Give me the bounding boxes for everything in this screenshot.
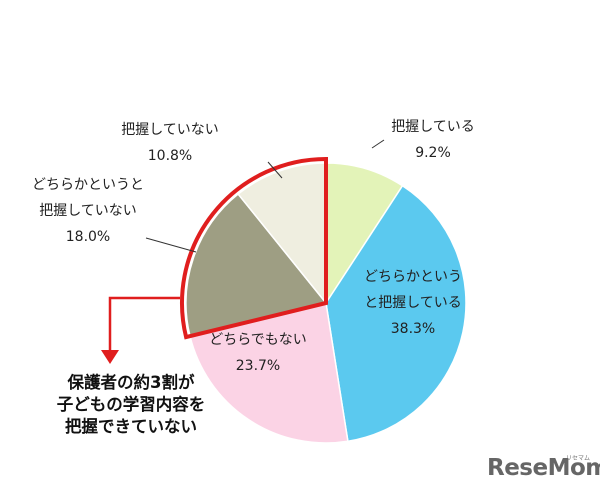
slice-label-4-line-1: どちらかというと xyxy=(32,177,144,193)
leader-line-5 xyxy=(267,161,283,179)
resemom-logo: ReseMom xyxy=(487,455,600,481)
pie-slice-3 xyxy=(189,302,349,444)
slice-value-2: 38.3% xyxy=(391,321,435,337)
slice-label-2-line-2: と把握している xyxy=(364,295,462,311)
slice-value-4: 18.0% xyxy=(66,229,110,245)
slice-value-5: 10.8% xyxy=(148,148,192,164)
annotation-line-3: 把握できていない xyxy=(65,417,197,436)
slice-label-4-line-2: 把握していない xyxy=(39,203,137,219)
slice-label-2-line-1: どちらかという xyxy=(364,269,462,285)
resemom-logo-kana: リセマム xyxy=(566,455,591,462)
slice-label-3-line-1: どちらでもない xyxy=(209,332,307,348)
annotation-line-2: 子どもの学習内容を xyxy=(56,395,206,414)
highlight-outline xyxy=(180,156,328,340)
slice-value-1: 9.2% xyxy=(415,145,451,161)
pie-slice-5 xyxy=(237,162,327,306)
annotation-arrow-head xyxy=(101,350,119,364)
leader-line-4 xyxy=(145,237,197,253)
leader-line-1 xyxy=(371,139,385,149)
pie-slice-2 xyxy=(325,184,467,443)
pie-slices xyxy=(185,162,467,444)
annotation-text: 保護者の約3割が 子どもの学習内容を 把握できていない xyxy=(26,372,236,438)
slice-value-3: 23.7% xyxy=(236,358,280,374)
pie-slice-4 xyxy=(185,192,328,338)
annotation-arrow-line xyxy=(108,296,180,352)
annotation-line-1: 保護者の約3割が xyxy=(67,373,195,392)
slice-label-1-line-1: 把握している xyxy=(391,119,475,135)
slice-label-5-line-1: 把握していない xyxy=(121,122,219,138)
leader-lines xyxy=(145,139,385,253)
